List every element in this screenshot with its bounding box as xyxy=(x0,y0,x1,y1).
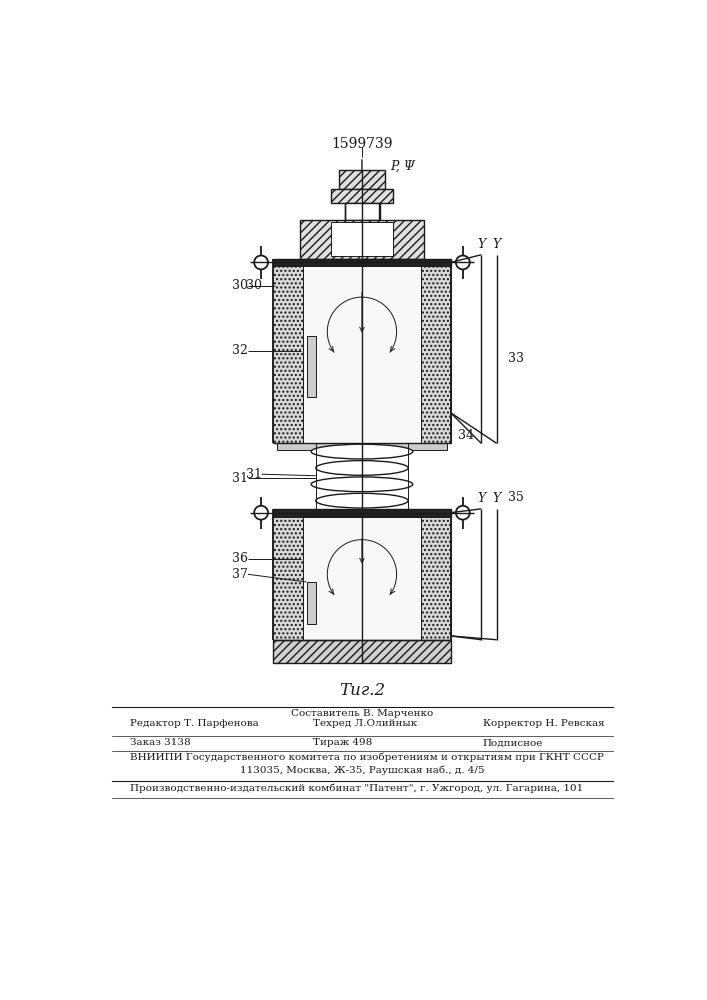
Text: Редактор Т. Парфенова: Редактор Т. Парфенова xyxy=(130,719,259,728)
Ellipse shape xyxy=(311,444,413,459)
Text: 1599739: 1599739 xyxy=(331,137,392,151)
Text: Производственно-издательский комбинат "Патент", г. Ужгород, ул. Гагарина, 101: Производственно-издательский комбинат "П… xyxy=(130,784,583,793)
Text: ВНИИПИ Государственного комитета по изобретениям и открытиям при ГКНТ СССР: ВНИИПИ Государственного комитета по изоб… xyxy=(130,753,604,762)
Bar xyxy=(345,203,380,220)
Text: Y: Y xyxy=(477,492,486,505)
Bar xyxy=(274,266,303,443)
Bar xyxy=(307,582,316,624)
Text: Корректор Н. Ревская: Корректор Н. Ревская xyxy=(483,719,604,728)
Text: Y: Y xyxy=(493,492,501,505)
Bar xyxy=(421,517,450,640)
Text: 35: 35 xyxy=(508,491,524,504)
Text: 30: 30 xyxy=(232,279,248,292)
Bar xyxy=(277,443,447,450)
Ellipse shape xyxy=(316,461,408,475)
Text: 113035, Москва, Ж-35, Раушская наб., д. 4/5: 113035, Москва, Ж-35, Раушская наб., д. … xyxy=(240,765,484,775)
Text: 36: 36 xyxy=(232,552,248,565)
Bar xyxy=(303,266,421,443)
Text: Подписное: Подписное xyxy=(483,738,543,747)
Text: 34: 34 xyxy=(457,429,474,442)
Bar xyxy=(331,222,393,256)
Text: Заказ 3138: Заказ 3138 xyxy=(130,738,191,747)
Ellipse shape xyxy=(316,493,408,508)
Text: 37: 37 xyxy=(232,568,248,581)
Bar xyxy=(339,170,385,189)
Text: Тираж 498: Тираж 498 xyxy=(313,738,373,747)
Text: 32: 32 xyxy=(232,344,248,358)
Text: Y: Y xyxy=(477,238,486,251)
Bar xyxy=(303,517,421,640)
Text: Τиг.2: Τиг.2 xyxy=(339,682,385,699)
Bar xyxy=(331,189,393,203)
Text: 30: 30 xyxy=(246,279,262,292)
Ellipse shape xyxy=(311,477,413,492)
Bar xyxy=(307,336,316,397)
Text: Y: Y xyxy=(493,238,501,251)
Bar xyxy=(274,259,450,266)
Bar xyxy=(274,517,303,640)
Text: 31: 31 xyxy=(246,468,262,481)
Text: 31: 31 xyxy=(232,472,248,485)
Text: Техред Л.Олийнык: Техред Л.Олийнык xyxy=(313,719,418,728)
Text: Составитель В. Марченко: Составитель В. Марченко xyxy=(291,709,433,718)
Bar xyxy=(300,220,423,259)
Text: 33: 33 xyxy=(508,352,525,365)
Bar xyxy=(274,509,450,517)
Bar xyxy=(274,640,450,663)
Bar xyxy=(421,266,450,443)
Text: P, Ψ: P, Ψ xyxy=(390,160,415,173)
